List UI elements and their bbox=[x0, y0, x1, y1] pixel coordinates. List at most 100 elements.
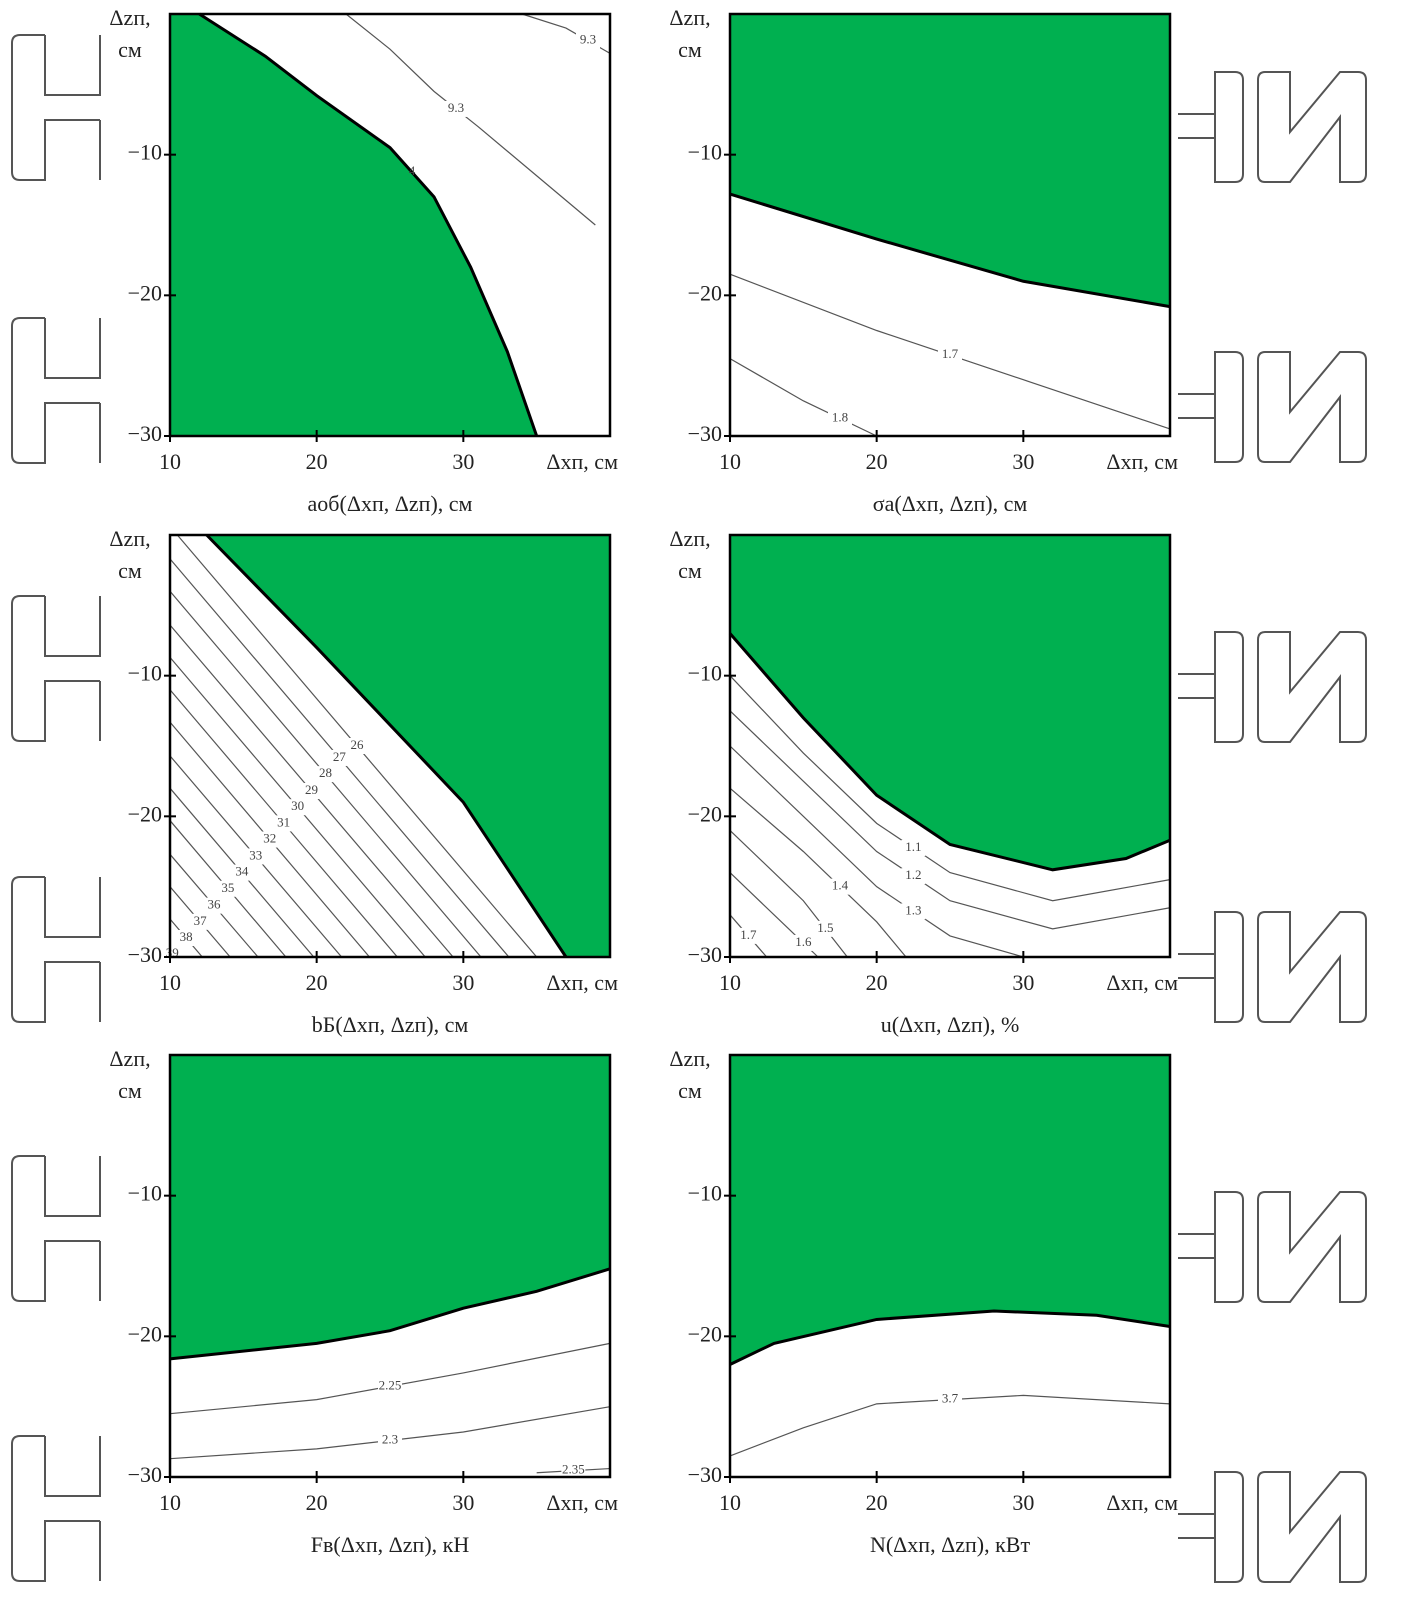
y-axis-label: см bbox=[678, 37, 702, 62]
left-shape bbox=[11, 876, 101, 1023]
x-tick-label: 10 bbox=[159, 970, 181, 995]
y-axis-label: см bbox=[678, 1078, 702, 1103]
y-tick-label: −30 bbox=[688, 421, 722, 446]
label-bg bbox=[938, 1391, 962, 1408]
label-bg bbox=[174, 930, 199, 947]
y-tick-label: −20 bbox=[128, 1321, 162, 1346]
label-bg bbox=[901, 868, 926, 885]
contour-line bbox=[729, 829, 848, 958]
contour-line bbox=[729, 1394, 1171, 1457]
y-tick-label: −30 bbox=[688, 1462, 722, 1487]
contour-label: 36 bbox=[208, 897, 222, 912]
boundary-line bbox=[169, 1267, 611, 1361]
y-tick-label: −10 bbox=[128, 140, 162, 165]
y-axis-label: Δzп, bbox=[109, 5, 150, 30]
right-shape bbox=[1178, 631, 1367, 743]
label-bg bbox=[736, 927, 761, 944]
contour-label: 1.8 bbox=[832, 409, 848, 424]
x-tick-label: 10 bbox=[719, 1490, 741, 1515]
x-tick-label: 30 bbox=[1012, 1490, 1034, 1515]
label-bg bbox=[257, 831, 282, 848]
y-axis-label: см bbox=[118, 558, 142, 583]
label-bg bbox=[901, 839, 926, 856]
y-tick-label: −20 bbox=[688, 1321, 722, 1346]
contour-label: 4 bbox=[409, 163, 416, 178]
label-bg bbox=[901, 903, 926, 920]
label-bg bbox=[813, 920, 838, 937]
label-bg bbox=[828, 878, 852, 895]
x-tick-label: 20 bbox=[306, 1490, 328, 1515]
contour-chart: 1.7 1.8 −10 −20 −30 10 20 30 Δxп, см Δzп, см σa(Δxп… bbox=[669, 5, 1178, 516]
right-shape bbox=[1178, 71, 1367, 183]
label-bg bbox=[378, 1378, 402, 1395]
label-bg bbox=[243, 848, 268, 865]
label-bg bbox=[299, 783, 324, 800]
left-shape bbox=[11, 1155, 101, 1302]
x-tick-label: 20 bbox=[866, 449, 888, 474]
y-tick-label: −10 bbox=[688, 140, 722, 165]
boundary-line bbox=[205, 533, 568, 958]
y-tick-label: −10 bbox=[688, 661, 722, 686]
chart-caption: bБ(Δxп, Δzп), см bbox=[312, 1012, 469, 1037]
contour-label: 37 bbox=[194, 913, 208, 928]
left-shape bbox=[11, 317, 101, 464]
contour-chart: 1.1 1.2 1.3 1.4 1.5 1.6 1.7 −10 −20 −30 10 20 30 Δxп,… bbox=[669, 526, 1178, 1037]
boundary-line bbox=[728, 632, 1171, 872]
x-axis-label: Δxп, см bbox=[1106, 449, 1178, 474]
contour-label: 1.6 bbox=[795, 934, 812, 949]
y-axis-label: Δzп, bbox=[669, 5, 710, 30]
contour-label: 2.3 bbox=[382, 1431, 398, 1446]
contour-label: 1.7 bbox=[942, 346, 959, 361]
contour-line bbox=[729, 358, 877, 437]
plot-frame bbox=[728, 533, 1172, 959]
plot-frame bbox=[728, 1053, 1172, 1479]
left-shape bbox=[11, 1435, 101, 1582]
contour-label: 29 bbox=[305, 782, 318, 797]
feasible-region bbox=[170, 14, 537, 436]
y-tick-label: −30 bbox=[128, 942, 162, 967]
label-bg bbox=[271, 815, 296, 832]
contour-label: 1.5 bbox=[817, 920, 833, 935]
feasible-region bbox=[170, 1055, 610, 1359]
contour-label: 9.3 bbox=[580, 32, 596, 47]
contour-label: 34 bbox=[235, 864, 249, 879]
contour-chart: 2.25 2.3 2.35 −10 −20 −30 10 20 30 Δxп, см Δzп, см F… bbox=[109, 1046, 618, 1557]
y-axis-label: см bbox=[118, 37, 142, 62]
label-bg bbox=[938, 347, 962, 364]
contour-label: 1.2 bbox=[905, 867, 921, 882]
contour-label: 3.7 bbox=[942, 1391, 959, 1406]
contour-label: 1.4 bbox=[832, 878, 849, 893]
y-tick-label: −30 bbox=[128, 421, 162, 446]
left-shapes bbox=[11, 34, 101, 1582]
label-bg bbox=[202, 897, 226, 914]
boundary-line bbox=[729, 1309, 1171, 1366]
contour-label: 1.1 bbox=[905, 839, 921, 854]
chart-caption: aоб(Δxп, Δzп), см bbox=[308, 491, 473, 516]
label-bg bbox=[576, 32, 600, 49]
feasible-region bbox=[730, 1055, 1170, 1365]
contour-label: 32 bbox=[263, 831, 276, 846]
x-tick-label: 10 bbox=[159, 449, 181, 474]
chart-caption: N(Δxп, Δzп), кВт bbox=[870, 1532, 1031, 1557]
y-tick-label: −20 bbox=[688, 801, 722, 826]
contour-label: 1.7 bbox=[740, 927, 757, 942]
label-bg bbox=[285, 799, 310, 816]
contour-line bbox=[729, 745, 1024, 958]
plot-frame bbox=[728, 12, 1172, 438]
contour-label: 31 bbox=[277, 814, 290, 829]
y-axis-label: Δzп, bbox=[109, 1046, 150, 1071]
contour-chart: 3.7 −10 −20 −30 10 20 30 Δxп, см Δzп, см N(Δxп, Δz… bbox=[669, 1046, 1178, 1557]
plot-frame bbox=[168, 12, 612, 438]
right-shape bbox=[1178, 351, 1367, 463]
contour-label: 33 bbox=[249, 847, 262, 862]
label-bg bbox=[791, 934, 816, 951]
y-tick-label: −30 bbox=[688, 942, 722, 967]
y-axis-label: Δzп, bbox=[669, 1046, 710, 1071]
label-bg bbox=[327, 749, 352, 766]
x-axis-label: Δxп, см bbox=[1106, 1490, 1178, 1515]
plot-frame bbox=[168, 533, 612, 959]
right-shape bbox=[1178, 1471, 1367, 1583]
y-tick-label: −10 bbox=[688, 1181, 722, 1206]
left-shape bbox=[11, 595, 101, 742]
